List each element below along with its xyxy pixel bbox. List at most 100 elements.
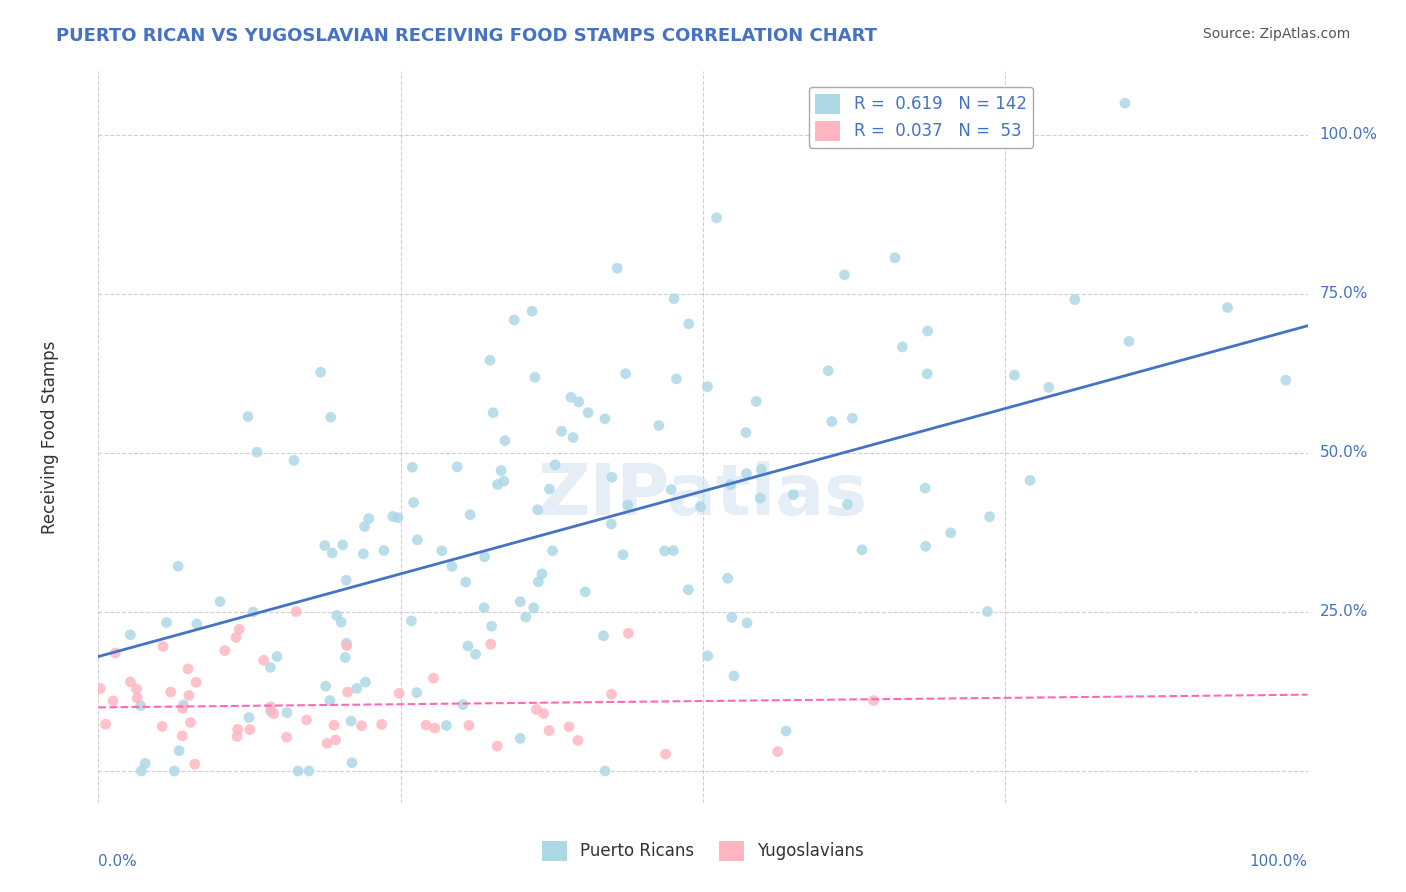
Point bbox=[340, 714, 363, 728]
Point bbox=[914, 481, 936, 495]
Point bbox=[246, 445, 269, 459]
Point bbox=[402, 495, 425, 509]
Point bbox=[606, 261, 628, 276]
Point bbox=[478, 353, 501, 368]
Point bbox=[917, 324, 939, 338]
Point bbox=[593, 764, 616, 778]
Point bbox=[451, 698, 474, 712]
Point bbox=[550, 425, 572, 439]
Point bbox=[127, 691, 149, 706]
Point bbox=[423, 721, 446, 735]
Point bbox=[316, 736, 339, 750]
Point bbox=[295, 713, 318, 727]
Point bbox=[314, 539, 336, 553]
Point bbox=[723, 669, 745, 683]
Point bbox=[457, 639, 479, 653]
Point bbox=[120, 674, 142, 689]
Point bbox=[662, 543, 685, 558]
Point bbox=[415, 718, 437, 732]
Text: Source: ZipAtlas.com: Source: ZipAtlas.com bbox=[1202, 27, 1350, 41]
Point bbox=[381, 509, 404, 524]
Point bbox=[509, 595, 531, 609]
Point bbox=[125, 681, 148, 696]
Point bbox=[775, 723, 797, 738]
Point bbox=[172, 698, 194, 712]
Point bbox=[388, 686, 411, 700]
Point bbox=[184, 757, 207, 772]
Point bbox=[155, 615, 177, 630]
Point bbox=[228, 622, 250, 636]
Point bbox=[336, 685, 359, 699]
Point bbox=[283, 453, 305, 467]
Point bbox=[167, 559, 190, 574]
Point bbox=[134, 756, 156, 771]
Point bbox=[350, 719, 373, 733]
Point bbox=[654, 747, 676, 761]
Point bbox=[782, 488, 804, 502]
Text: 25.0%: 25.0% bbox=[1320, 605, 1368, 619]
Point bbox=[509, 731, 531, 746]
Point bbox=[319, 410, 342, 425]
Point bbox=[841, 411, 863, 425]
Point bbox=[263, 706, 285, 721]
Point bbox=[538, 482, 561, 496]
Point bbox=[648, 418, 671, 433]
Point bbox=[616, 498, 638, 512]
Point bbox=[537, 723, 560, 738]
Point bbox=[544, 458, 567, 472]
Point bbox=[593, 411, 616, 425]
Point bbox=[662, 292, 685, 306]
Point bbox=[486, 739, 509, 753]
Point bbox=[482, 406, 505, 420]
Point bbox=[323, 718, 346, 732]
Point bbox=[436, 718, 458, 732]
Point bbox=[129, 764, 152, 778]
Point bbox=[1216, 301, 1239, 315]
Point bbox=[239, 723, 262, 737]
Point bbox=[259, 660, 281, 674]
Point bbox=[600, 517, 623, 532]
Point bbox=[401, 614, 423, 628]
Point bbox=[592, 629, 614, 643]
Point bbox=[735, 467, 758, 481]
Point bbox=[489, 464, 512, 478]
Point bbox=[735, 615, 758, 630]
Point bbox=[225, 631, 247, 645]
Point bbox=[533, 706, 555, 721]
Point bbox=[354, 675, 377, 690]
Text: 75.0%: 75.0% bbox=[1320, 286, 1368, 301]
Point bbox=[735, 425, 758, 440]
Point bbox=[457, 718, 479, 732]
Point bbox=[94, 717, 117, 731]
Point bbox=[163, 764, 186, 778]
Point bbox=[530, 566, 553, 581]
Point bbox=[527, 574, 550, 589]
Point bbox=[1118, 334, 1140, 349]
Point bbox=[321, 546, 343, 560]
Point bbox=[745, 394, 768, 409]
Point bbox=[503, 313, 526, 327]
Point bbox=[665, 372, 688, 386]
Point bbox=[252, 653, 274, 667]
Point bbox=[335, 650, 357, 665]
Point bbox=[884, 251, 907, 265]
Point bbox=[315, 679, 337, 693]
Point bbox=[515, 610, 537, 624]
Point bbox=[325, 608, 347, 623]
Point bbox=[568, 395, 591, 409]
Point bbox=[335, 574, 357, 588]
Point bbox=[562, 430, 585, 444]
Point bbox=[346, 681, 368, 696]
Point bbox=[325, 733, 347, 747]
Point bbox=[238, 710, 260, 724]
Text: 0.0%: 0.0% bbox=[98, 854, 138, 869]
Point bbox=[612, 548, 634, 562]
Point bbox=[340, 756, 363, 770]
Point bbox=[129, 698, 152, 713]
Point bbox=[242, 605, 264, 619]
Point bbox=[406, 533, 429, 547]
Point bbox=[309, 365, 332, 379]
Point bbox=[152, 640, 174, 654]
Text: PUERTO RICAN VS YUGOSLAVIAN RECEIVING FOOD STAMPS CORRELATION CHART: PUERTO RICAN VS YUGOSLAVIAN RECEIVING FO… bbox=[56, 27, 877, 45]
Point bbox=[89, 681, 111, 696]
